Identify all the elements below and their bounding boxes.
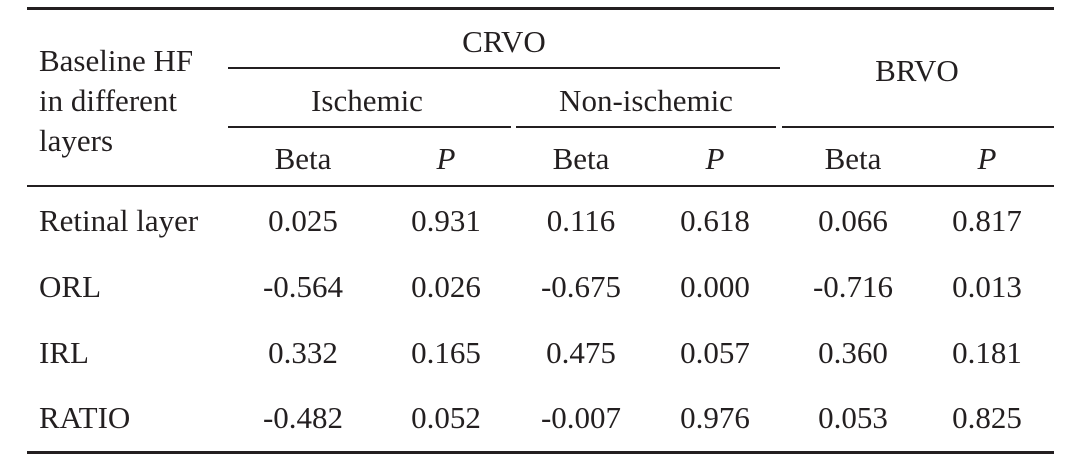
table-cell: 0.057: [680, 335, 750, 370]
stub-header-line-3: layers: [39, 123, 114, 158]
col-header-p: P: [705, 141, 725, 176]
subheader-non-ischemic: Non-ischemic: [559, 83, 733, 118]
row-label: Retinal layer: [39, 203, 199, 238]
top-rule: [27, 7, 1054, 10]
row-label: ORL: [39, 269, 101, 304]
table-cell: 0.618: [680, 203, 750, 238]
table-cell: -0.007: [540, 400, 622, 435]
col-header-beta: Beta: [552, 141, 610, 176]
table-cell: 0.165: [411, 335, 481, 370]
table-cell: -0.482: [262, 400, 344, 435]
table-cell: 0.013: [952, 269, 1022, 304]
group-header-crvo: CRVO: [462, 24, 546, 59]
table-cell: 0.825: [952, 400, 1022, 435]
table-cell: 0.475: [546, 335, 616, 370]
brvo-underline: [782, 126, 1054, 128]
group-header-brvo: BRVO: [875, 53, 959, 88]
table-cell: 0.025: [268, 203, 338, 238]
row-label: IRL: [39, 335, 89, 370]
col-header-beta: Beta: [274, 141, 332, 176]
table-cell: 0.116: [546, 203, 616, 238]
stub-header-line-1: Baseline HF: [39, 43, 194, 78]
bottom-rule: [27, 451, 1054, 454]
table-cell: 0.026: [411, 269, 481, 304]
table-cell: 0.181: [952, 335, 1022, 370]
table-cell: 0.360: [818, 335, 888, 370]
table-cell: 0.817: [952, 203, 1022, 238]
nonischemic-underline: [516, 126, 776, 128]
table-cell: 0.053: [818, 400, 888, 435]
col-header-p: P: [436, 141, 456, 176]
table-cell: -0.564: [262, 269, 344, 304]
subheader-ischemic: Ischemic: [311, 83, 423, 118]
table-cell: 0.976: [680, 400, 750, 435]
crvo-underline: [228, 67, 780, 69]
header-bottom-rule: [27, 185, 1054, 187]
table-cell: 0.931: [411, 203, 481, 238]
table-cell: 0.332: [268, 335, 338, 370]
table-cell: 0.066: [818, 203, 888, 238]
ischemic-underline: [228, 126, 511, 128]
table-cell: -0.675: [540, 269, 622, 304]
col-header-beta: Beta: [824, 141, 882, 176]
table-cell: -0.716: [812, 269, 894, 304]
col-header-p: P: [977, 141, 997, 176]
table-cell: 0.000: [680, 269, 750, 304]
row-label: RATIO: [39, 400, 131, 435]
table-cell: 0.052: [411, 400, 481, 435]
stub-header-line-2: in different: [39, 83, 178, 118]
